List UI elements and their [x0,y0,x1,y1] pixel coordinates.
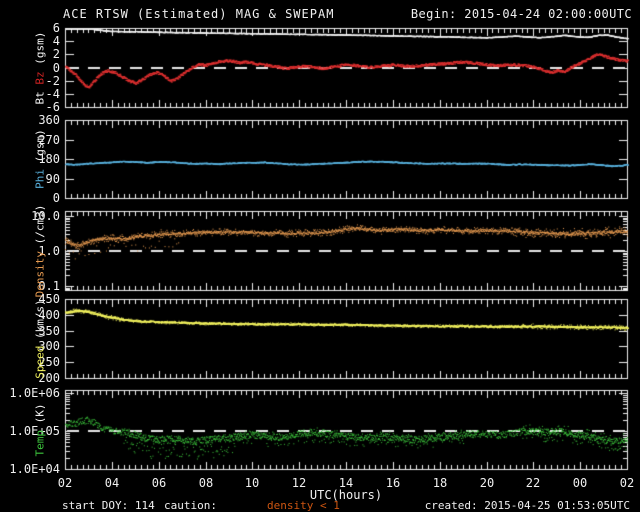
ytick-speed-350: 350 [38,324,60,338]
ylabel-part: (gsm) [33,129,47,169]
xtick-20: 20 [479,476,495,490]
footer-caution-value: density < 1 [267,499,340,512]
ytick-phi-360: 360 [38,113,60,127]
ylabel-part: Phi [33,168,47,189]
ytick-bt-bz-4: 4 [52,34,60,48]
ytick-phi-270: 270 [38,133,60,147]
page-title: ACE RTSW (Estimated) MAG & SWEPAM [63,7,335,21]
ytick-bt-bz--6: -6 [45,100,60,114]
ylabel-part: Bt [33,84,47,104]
footer-created-timestamp: created: 2015-04-25 01:53:05UTC [424,499,630,512]
ylabel-bt-bz: Bt Bz (gsm) [33,31,47,104]
xtick-16: 16 [385,476,401,490]
ytick-bt-bz-6: 6 [52,21,60,35]
xtick-06: 06 [151,476,167,490]
ylabel-part: Speed [33,345,47,379]
ylabel-temp: Temp (K) [33,403,47,457]
xtick-00: 00 [572,476,588,490]
ytick-speed-450: 450 [38,292,60,306]
xtick-02: 02 [619,476,635,490]
ylabel-density: Density (/cm3) [33,204,47,297]
ytick-speed-200: 200 [38,371,60,385]
xtick-22: 22 [525,476,541,490]
begin-timestamp: Begin: 2015-04-24 02:00:00UTC [410,7,632,21]
ylabel-part: Temp [33,429,47,457]
ylabel-part: (gsm) [33,31,47,71]
xtick-10: 10 [244,476,260,490]
ytick-density-0.1: 0.1 [38,279,60,293]
footer-caution-label: caution: [164,499,217,512]
ytick-speed-400: 400 [38,308,60,322]
ytick-temp-1.0E+06: 1.0E+06 [9,386,60,400]
ytick-phi-180: 180 [38,152,60,166]
xtick-14: 14 [338,476,354,490]
ylabel-part: (km/s) [33,298,47,346]
ylabel-phi: Phi (gsm) [33,129,47,189]
ylabel-part: Density [33,250,47,297]
ytick-density-1.0: 1.0 [38,244,60,258]
ytick-density-10.0: 10.0 [31,209,60,223]
ytick-speed-250: 250 [38,355,60,369]
xtick-08: 08 [198,476,214,490]
ylabel-part: Bz [33,70,47,85]
ytick-temp-1.0E+05: 1.0E+05 [9,424,60,438]
ytick-bt-bz--4: -4 [45,87,60,101]
ytick-phi-0: 0 [52,191,60,205]
ytick-temp-1.0E+04: 1.0E+04 [9,462,60,476]
ytick-phi-90: 90 [45,172,60,186]
ylabel-part: (K) [33,403,47,430]
xtick-12: 12 [291,476,307,490]
ylabel-part: (/cm3) [33,204,47,251]
ytick-bt-bz-0: 0 [52,61,60,75]
ytick-bt-bz--2: -2 [45,74,60,88]
ylabel-speed: Speed (km/s) [33,298,47,379]
xtick-04: 04 [104,476,120,490]
ytick-speed-300: 300 [38,339,60,353]
xaxis-title: UTC(hours) [309,488,383,502]
ytick-bt-bz-2: 2 [52,47,60,61]
xtick-18: 18 [432,476,448,490]
xtick-02: 02 [57,476,73,490]
footer-start-doy: start DOY: 114 [62,499,155,512]
